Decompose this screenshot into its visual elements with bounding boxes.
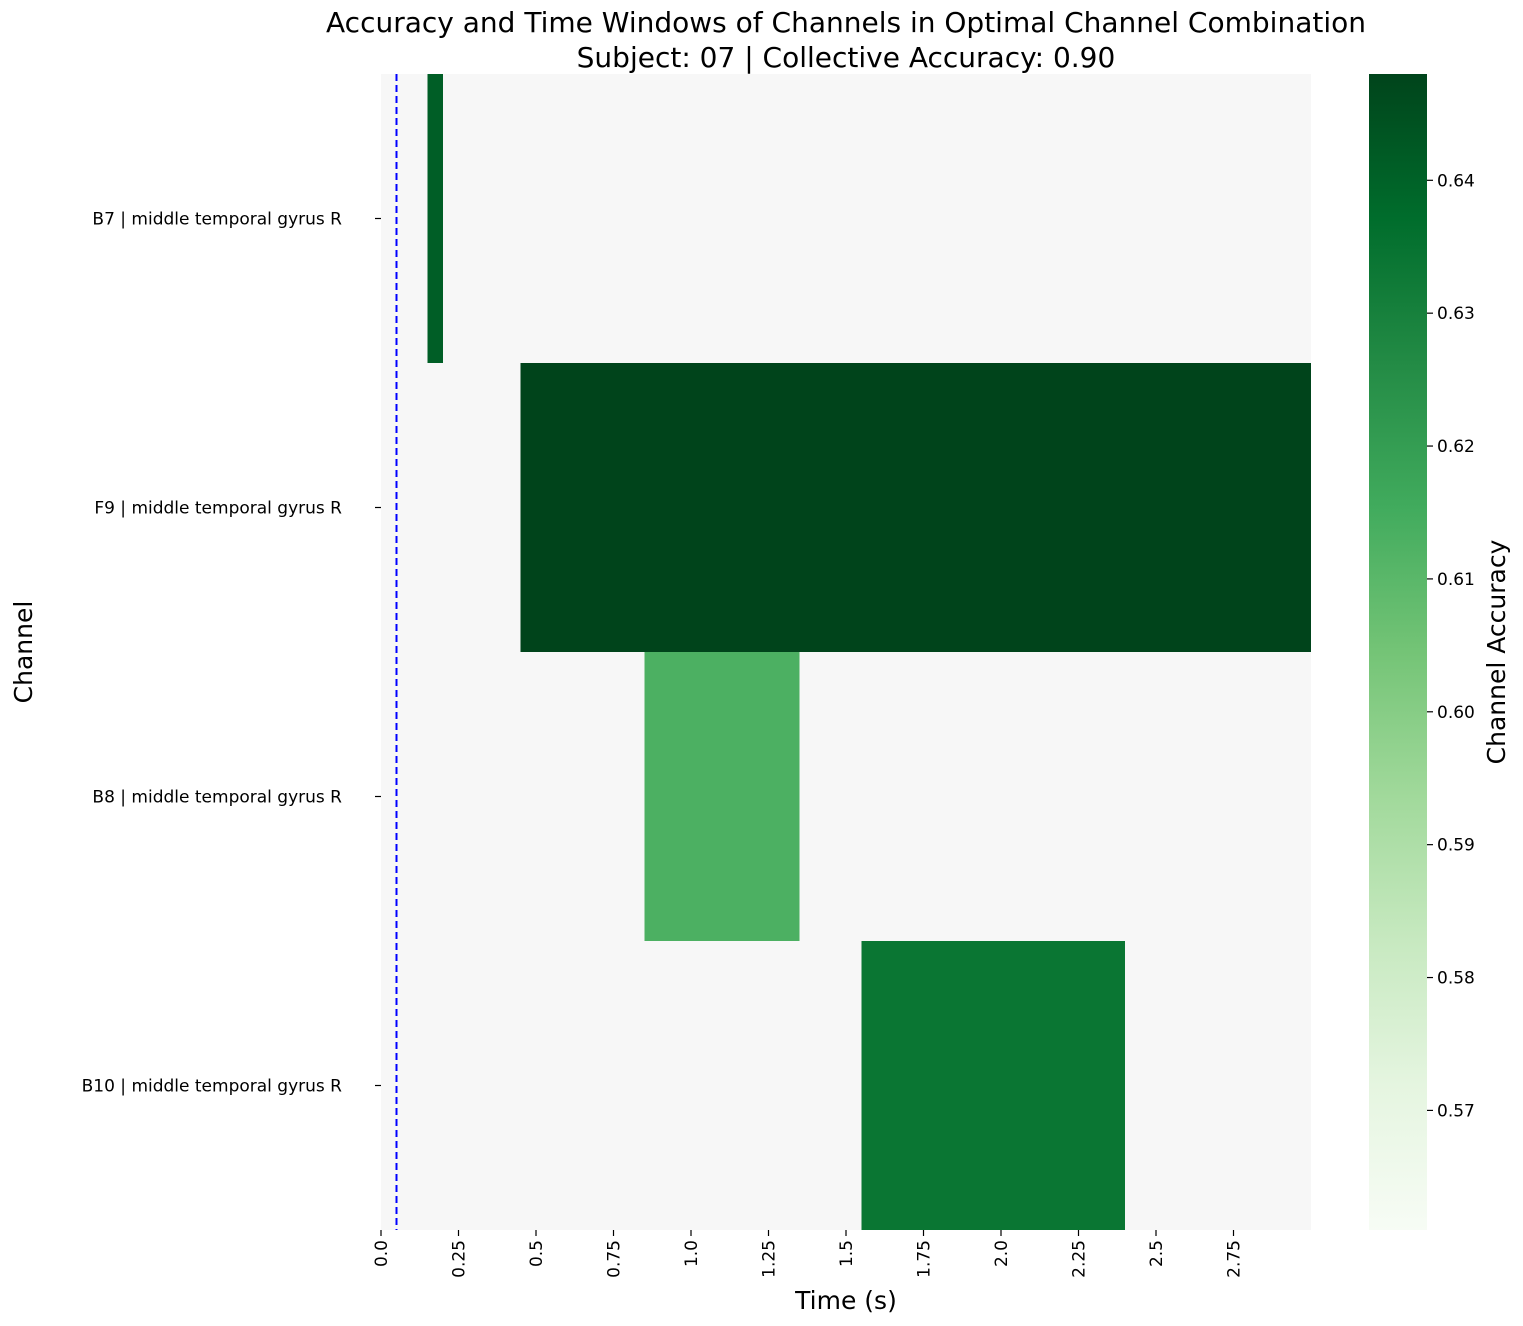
y-tick-label: B8 | middle temporal gyrus R — [92, 788, 342, 808]
x-tick-label: 2.5 — [1147, 1240, 1167, 1267]
colorbar-tick-label: 0.63 — [1437, 304, 1475, 324]
y-axis: B7 | middle temporal gyrus R F9 | middle … — [82, 210, 381, 1097]
x-tick-label: 0.0 — [372, 1240, 392, 1267]
heatmap-cell-4 — [861, 941, 1125, 1230]
plot-area — [381, 74, 1311, 1230]
x-tick-label: 1.25 — [760, 1240, 780, 1278]
x-axis-label: Time (s) — [794, 1286, 897, 1315]
x-tick-label: 0.25 — [450, 1240, 470, 1278]
y-tick-label: F9 | middle temporal gyrus R — [94, 499, 342, 519]
y-axis-label: Channel — [9, 601, 38, 704]
y-tick-label: B7 | middle temporal gyrus R — [92, 210, 342, 230]
chart-title: Accuracy and Time Windows of Channels in… — [326, 6, 1366, 39]
x-tick-label: 1.0 — [682, 1240, 702, 1267]
chart-subtitle: Subject: 07 | Collective Accuracy: 0.90 — [577, 41, 1116, 74]
x-tick-label: 2.25 — [1070, 1240, 1090, 1278]
colorbar-label: Channel Accuracy — [1482, 539, 1511, 764]
x-tick-label: 1.75 — [915, 1240, 935, 1278]
heatmap-cell-2 — [520, 363, 1311, 652]
x-axis: 0.0 0.25 0.5 0.75 1.0 1.25 1.5 1.75 2.0 2.25 2.5 2.… — [372, 1230, 1245, 1278]
x-tick-label: 1.5 — [837, 1240, 857, 1267]
colorbar-tick-label: 0.64 — [1437, 171, 1475, 191]
colorbar-tick-label: 0.61 — [1437, 570, 1475, 590]
x-tick-label: 2.0 — [992, 1240, 1012, 1267]
colorbar-tick-label: 0.59 — [1437, 836, 1475, 856]
x-tick-label: 0.75 — [605, 1240, 625, 1278]
x-tick-label: 2.75 — [1225, 1240, 1245, 1278]
colorbar-tick-label: 0.58 — [1437, 969, 1475, 989]
colorbar-tick-label: 0.57 — [1437, 1101, 1475, 1121]
colorbar-gradient — [1369, 74, 1427, 1230]
colorbar-tick-label: 0.62 — [1437, 437, 1475, 457]
colorbar: 0.57 0.58 0.59 0.60 0.61 0.62 0.63 0.64 — [1369, 74, 1475, 1230]
y-tick-label: B10 | middle temporal gyrus R — [82, 1077, 343, 1097]
colorbar-tick-label: 0.60 — [1437, 703, 1475, 723]
x-tick-label: 0.5 — [527, 1240, 547, 1267]
heatmap-cell-1 — [427, 74, 443, 363]
heatmap-cell-3 — [644, 652, 800, 941]
